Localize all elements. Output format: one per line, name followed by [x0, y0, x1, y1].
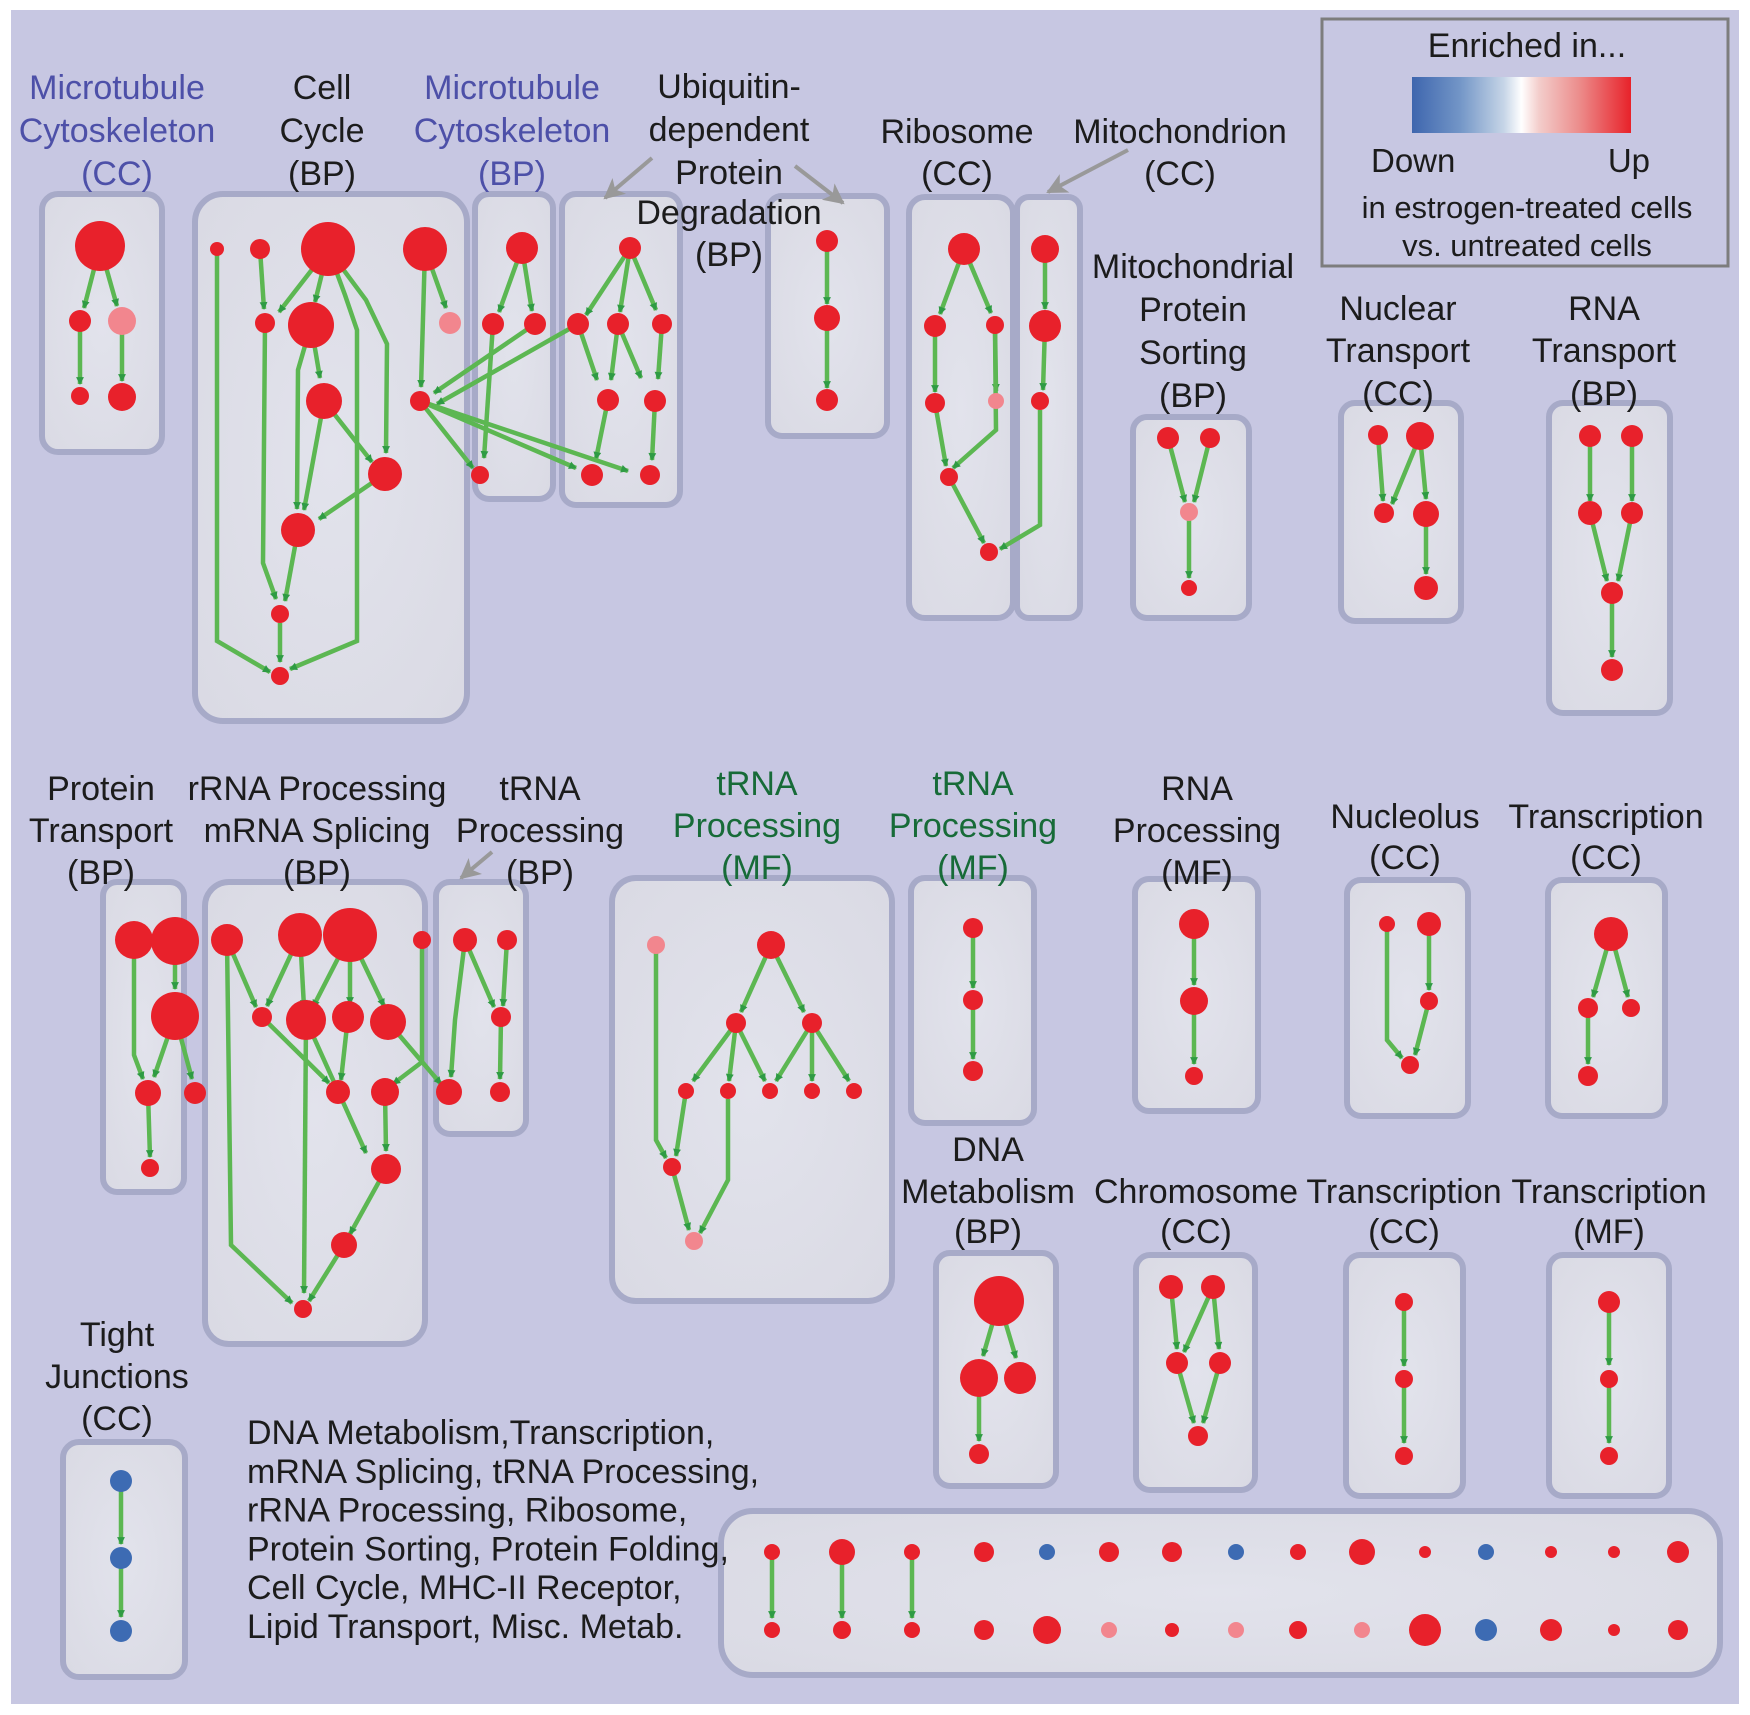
svg-text:Processing: Processing: [889, 807, 1057, 845]
svg-text:Chromosome: Chromosome: [1094, 1173, 1298, 1211]
svg-text:RNA: RNA: [1568, 290, 1640, 328]
svg-text:Processing: Processing: [673, 807, 841, 845]
svg-text:tRNA: tRNA: [716, 765, 798, 803]
svg-text:Cytoskeleton: Cytoskeleton: [414, 112, 611, 150]
svg-text:(CC): (CC): [1368, 1213, 1440, 1251]
svg-text:rRNA Processing, Ribosome,: rRNA Processing, Ribosome,: [247, 1492, 687, 1530]
svg-text:Cell Cycle, MHC-II Receptor,: Cell Cycle, MHC-II Receptor,: [247, 1569, 682, 1607]
svg-text:Transcription: Transcription: [1306, 1173, 1501, 1211]
svg-text:(BP): (BP): [695, 236, 763, 274]
svg-text:dependent: dependent: [649, 111, 810, 149]
svg-text:Lipid Transport, Misc. Metab.: Lipid Transport, Misc. Metab.: [247, 1608, 684, 1646]
svg-text:Protein: Protein: [1139, 291, 1247, 329]
svg-text:(CC): (CC): [1144, 155, 1216, 193]
svg-text:Down: Down: [1371, 142, 1455, 179]
svg-text:Ubiquitin-: Ubiquitin-: [657, 68, 801, 106]
svg-text:Mitochondrion: Mitochondrion: [1073, 113, 1287, 151]
svg-text:(CC): (CC): [1160, 1213, 1232, 1251]
svg-text:(BP): (BP): [288, 155, 356, 193]
svg-text:tRNA: tRNA: [932, 765, 1014, 803]
svg-text:(BP): (BP): [506, 854, 574, 892]
svg-text:Metabolism: Metabolism: [901, 1173, 1075, 1211]
svg-text:Transcription: Transcription: [1511, 1173, 1706, 1211]
svg-text:(MF): (MF): [937, 849, 1009, 887]
svg-text:Processing: Processing: [1113, 812, 1281, 850]
svg-text:(BP): (BP): [1159, 377, 1227, 415]
svg-text:rRNA Processing: rRNA Processing: [188, 770, 447, 808]
svg-text:Cytoskeleton: Cytoskeleton: [19, 112, 216, 150]
svg-text:(BP): (BP): [478, 155, 546, 193]
svg-text:Microtubule: Microtubule: [424, 69, 600, 107]
svg-text:(CC): (CC): [1570, 839, 1642, 877]
svg-text:(MF): (MF): [1161, 854, 1233, 892]
svg-text:(CC): (CC): [81, 155, 153, 193]
svg-text:(CC): (CC): [1362, 375, 1434, 413]
svg-text:Processing: Processing: [456, 812, 624, 850]
svg-text:Enriched in...: Enriched in...: [1428, 27, 1626, 65]
svg-text:DNA: DNA: [952, 1131, 1024, 1169]
svg-text:Mitochondrial: Mitochondrial: [1092, 248, 1294, 286]
svg-text:(MF): (MF): [721, 849, 793, 887]
svg-text:Microtubule: Microtubule: [29, 69, 205, 107]
svg-text:Up: Up: [1608, 142, 1650, 179]
svg-text:(BP): (BP): [954, 1213, 1022, 1251]
svg-text:DNA Metabolism,Transcription,: DNA Metabolism,Transcription,: [247, 1414, 714, 1452]
svg-text:Protein: Protein: [675, 154, 783, 192]
svg-text:Nucleolus: Nucleolus: [1330, 798, 1479, 836]
svg-text:Transport: Transport: [29, 812, 174, 850]
svg-text:Ribosome: Ribosome: [880, 113, 1033, 151]
svg-text:Transcription: Transcription: [1508, 798, 1703, 836]
svg-text:(CC): (CC): [921, 155, 993, 193]
svg-text:(BP): (BP): [1570, 375, 1638, 413]
svg-text:Cycle: Cycle: [279, 112, 364, 150]
svg-text:in estrogen-treated cells: in estrogen-treated cells: [1362, 190, 1693, 225]
svg-text:(MF): (MF): [1573, 1213, 1645, 1251]
svg-text:(CC): (CC): [1369, 839, 1441, 877]
svg-text:(BP): (BP): [67, 854, 135, 892]
svg-text:tRNA: tRNA: [499, 770, 581, 808]
svg-text:Sorting: Sorting: [1139, 334, 1247, 372]
svg-text:RNA: RNA: [1161, 770, 1233, 808]
svg-text:Transport: Transport: [1326, 332, 1471, 370]
svg-text:Nuclear: Nuclear: [1339, 290, 1456, 328]
svg-text:Tight: Tight: [80, 1316, 155, 1354]
svg-text:Protein: Protein: [47, 770, 155, 808]
svg-text:Degradation: Degradation: [636, 194, 821, 232]
svg-text:(CC): (CC): [81, 1400, 153, 1438]
svg-text:Cell: Cell: [293, 69, 352, 107]
svg-text:mRNA Splicing: mRNA Splicing: [204, 812, 431, 850]
svg-text:Transport: Transport: [1532, 332, 1677, 370]
svg-text:vs. untreated cells: vs. untreated cells: [1402, 228, 1652, 263]
svg-text:(BP): (BP): [283, 854, 351, 892]
svg-text:mRNA Splicing, tRNA Processing: mRNA Splicing, tRNA Processing,: [247, 1453, 759, 1491]
svg-text:Protein Sorting, Protein Foldi: Protein Sorting, Protein Folding,: [247, 1530, 729, 1568]
svg-text:Junctions: Junctions: [45, 1358, 189, 1396]
